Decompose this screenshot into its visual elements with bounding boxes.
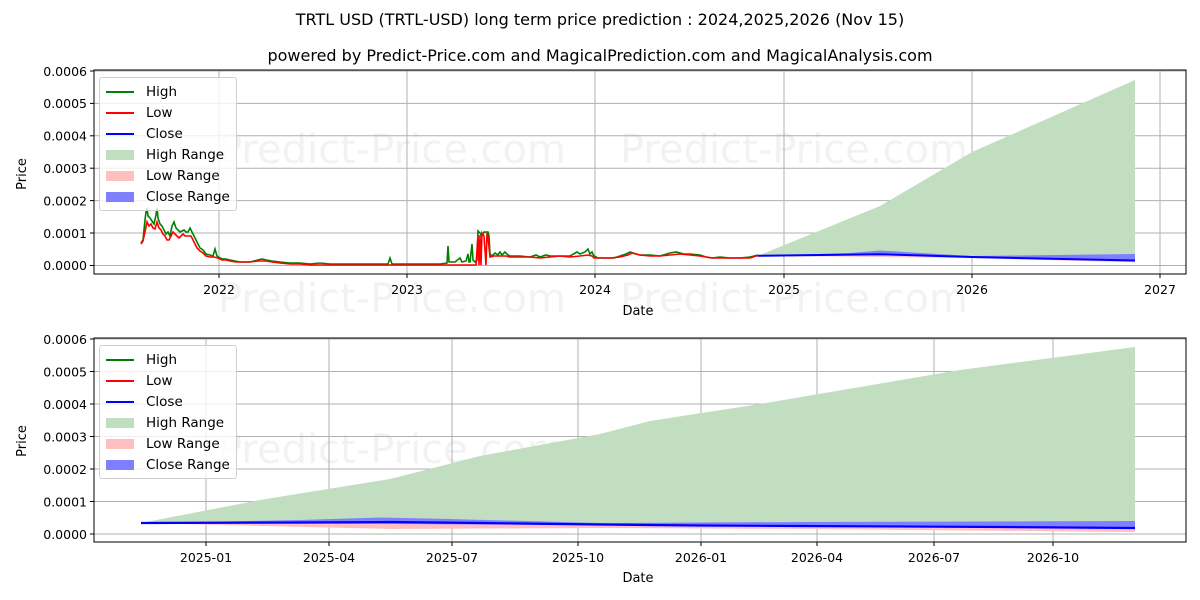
legend-item-high-range: High Range <box>106 412 230 433</box>
close-line-swatch-icon <box>106 400 134 403</box>
low-range-area <box>141 522 1135 532</box>
svg-text:Predict-Price.com: Predict-Price.com <box>218 127 566 173</box>
svg-text:0.0001: 0.0001 <box>43 226 87 241</box>
top-y-tick-labels: 0.0006 0.0005 0.0004 0.0003 0.0002 0.000… <box>43 64 87 273</box>
low-range-area <box>758 254 1135 263</box>
svg-text:0.0001: 0.0001 <box>43 495 87 510</box>
svg-text:2026: 2026 <box>956 282 988 297</box>
low-range-swatch-icon <box>106 170 134 181</box>
top-x-axis-label: Date <box>622 304 653 319</box>
svg-text:2027: 2027 <box>1144 282 1176 297</box>
svg-text:0.0005: 0.0005 <box>43 96 87 111</box>
svg-text:2026-04: 2026-04 <box>791 550 843 565</box>
bottom-x-tick-labels: 2025-01 2025-04 2025-07 2025-10 2026-01 … <box>180 550 1079 565</box>
high-range-area <box>141 347 1135 530</box>
high-line-swatch-icon <box>106 358 134 361</box>
legend-item-high: High <box>106 349 230 370</box>
legend-item-close: Close <box>106 391 230 412</box>
close-line-swatch-icon <box>106 132 134 135</box>
high-line-swatch-icon <box>106 90 134 93</box>
legend-item-low: Low <box>106 102 230 123</box>
high-range-area <box>758 80 1135 262</box>
svg-text:2025-10: 2025-10 <box>552 550 604 565</box>
svg-text:2025: 2025 <box>768 282 800 297</box>
svg-text:0.0002: 0.0002 <box>43 462 87 477</box>
watermark: Predict-Price.com Predict-Price.com Pred… <box>218 127 968 322</box>
close-range-swatch-icon <box>106 191 134 202</box>
svg-text:2026-07: 2026-07 <box>908 550 960 565</box>
high-range-swatch-icon <box>106 417 134 428</box>
chart-title: TRTL USD (TRTL-USD) long term price pred… <box>295 10 905 29</box>
svg-text:0.0004: 0.0004 <box>43 129 87 144</box>
svg-text:2026-10: 2026-10 <box>1027 550 1079 565</box>
top-axes-frame <box>93 69 1187 275</box>
high-line <box>140 207 759 265</box>
svg-text:2024: 2024 <box>579 282 611 297</box>
svg-text:Predict-Price.com: Predict-Price.com <box>218 276 566 322</box>
legend-item-close-range: Close Range <box>106 186 230 207</box>
svg-text:0.0000: 0.0000 <box>43 258 87 273</box>
svg-text:2023: 2023 <box>391 282 423 297</box>
bottom-plot: Predict-Price.com Predict-Price.com <box>15 332 1187 586</box>
bottom-x-axis-label: Date <box>622 571 653 586</box>
svg-text:0.0002: 0.0002 <box>43 194 87 209</box>
low-line-swatch-icon <box>106 379 134 382</box>
bottom-legend: High Low Close High Range Low Range Clos… <box>99 345 237 479</box>
svg-text:0.0004: 0.0004 <box>43 397 87 412</box>
legend-item-high-range: High Range <box>106 144 230 165</box>
svg-text:2025-04: 2025-04 <box>303 550 355 565</box>
close-line <box>140 520 1136 530</box>
svg-text:Predict-Price.com: Predict-Price.com <box>620 127 968 173</box>
low-line <box>140 219 759 266</box>
chart-subtitle: powered by Predict-Price.com and Magical… <box>267 46 933 65</box>
bottom-y-axis-label: Price <box>15 425 30 457</box>
top-x-tick-labels: 2022 2023 2024 2025 2026 2027 <box>203 282 1176 297</box>
svg-text:2026-01: 2026-01 <box>675 550 727 565</box>
bottom-y-tick-labels: 0.0006 0.0005 0.0004 0.0003 0.0002 0.000… <box>43 332 87 542</box>
legend-item-low-range: Low Range <box>106 433 230 454</box>
svg-text:0.0000: 0.0000 <box>43 527 87 542</box>
legend-item-close: Close <box>106 123 230 144</box>
legend-item-high: High <box>106 81 230 102</box>
svg-text:2022: 2022 <box>203 282 235 297</box>
svg-text:Predict-Price.com: Predict-Price.com <box>620 276 968 322</box>
svg-text:2025-01: 2025-01 <box>180 550 232 565</box>
legend-item-close-range: Close Range <box>106 454 230 475</box>
legend-item-low-range: Low Range <box>106 165 230 186</box>
bottom-axes-frame <box>93 337 1187 543</box>
low-line-swatch-icon <box>106 111 134 114</box>
top-legend: High Low Close High Range Low Range Clos… <box>99 77 237 211</box>
close-range-swatch-icon <box>106 459 134 470</box>
close-line <box>757 253 1136 262</box>
legend-item-low: Low <box>106 370 230 391</box>
svg-text:0.0003: 0.0003 <box>43 161 87 176</box>
svg-text:0.0005: 0.0005 <box>43 365 87 380</box>
top-y-axis-label: Price <box>15 158 30 190</box>
svg-text:2025-07: 2025-07 <box>426 550 478 565</box>
svg-text:0.0006: 0.0006 <box>43 332 87 347</box>
low-range-swatch-icon <box>106 438 134 449</box>
svg-text:0.0006: 0.0006 <box>43 64 87 79</box>
svg-text:0.0003: 0.0003 <box>43 430 87 445</box>
high-range-swatch-icon <box>106 149 134 160</box>
